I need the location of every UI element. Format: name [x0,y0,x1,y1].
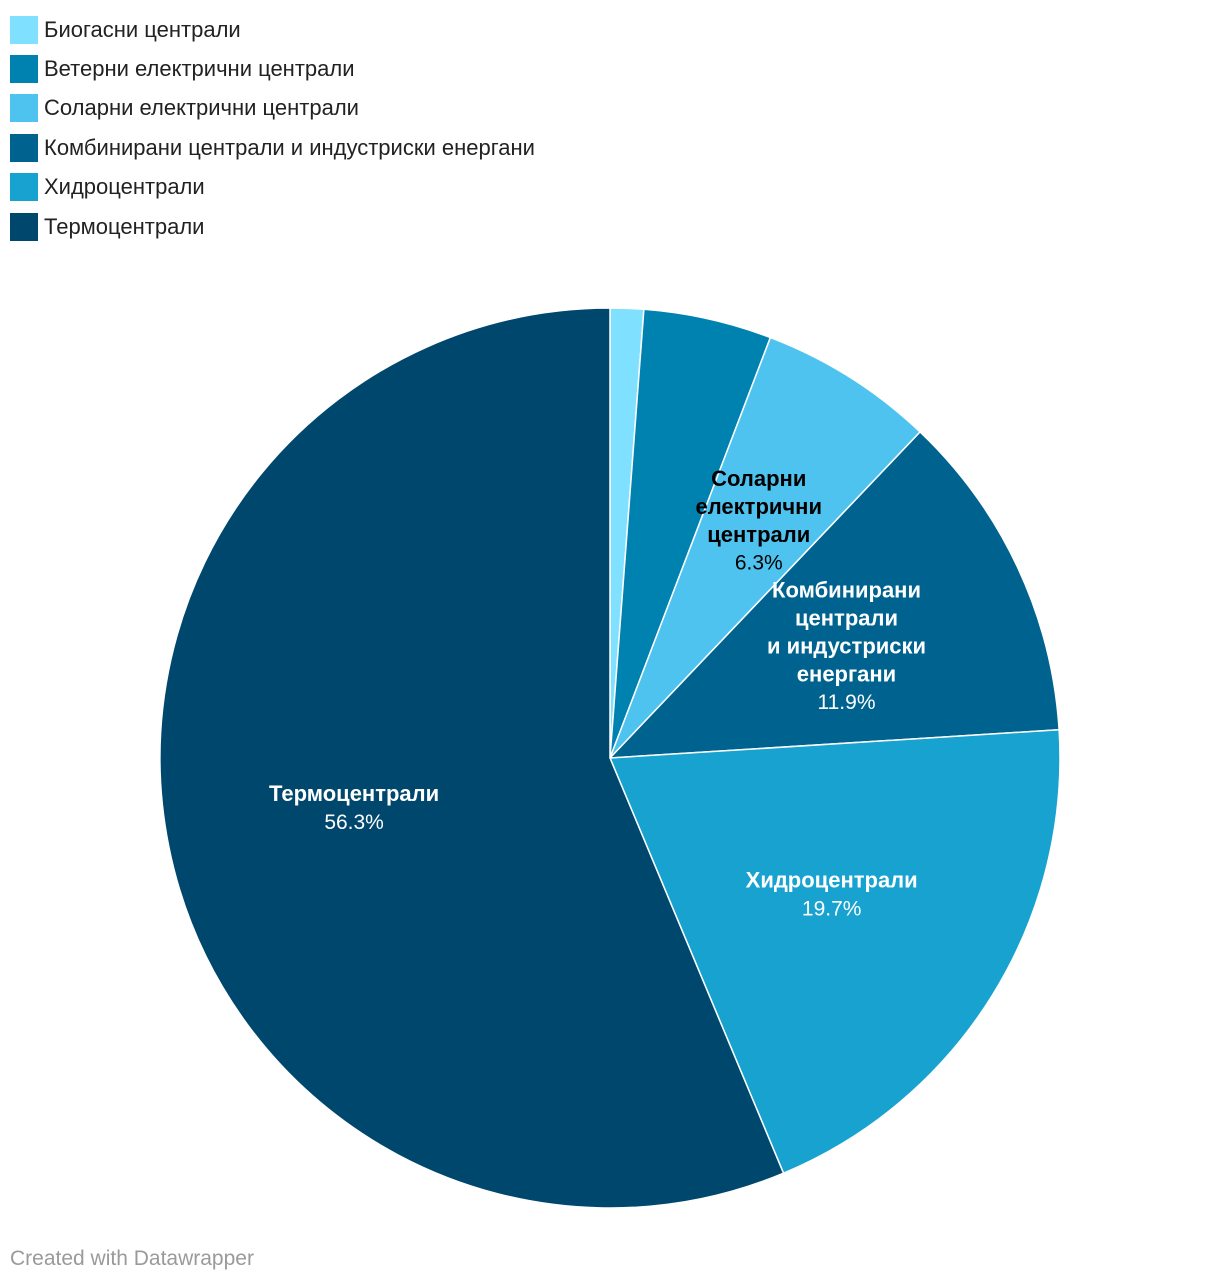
legend-swatch [10,212,38,241]
legend-item: Хидроцентрали [10,168,535,207]
legend-item: Комбинирани централи и индустриски енерг… [10,128,535,167]
legend-item: Соларни електрични централи [10,89,535,128]
datawrapper-credit: Created with Datawrapper [10,1247,254,1270]
pie-slice [609,336,921,759]
pie-chart: Соларни електрични централи 6.3%Комбинирани… [159,307,1061,1209]
slice-label: и индустриски [767,633,926,658]
slice-label: енергани [797,661,896,686]
pie-slices [159,307,1061,1209]
slice-label: електрични [696,494,823,519]
legend-item: Термоцентрали [10,207,535,246]
slice-label: Хидроцентрали [746,868,918,893]
legend-label: Соларни електрични централи [44,95,359,121]
legend-swatch [10,94,38,123]
slice-value-label: 6.3% [735,552,783,575]
legend-label: Комбинирани централи и индустриски енерг… [44,134,535,160]
slice-value-label: 56.3% [324,811,384,834]
slice-label: Комбинирани [772,577,921,602]
slice-value-label: 11.9% [818,691,876,714]
legend-label: Биогасни централи [44,16,241,42]
legend-swatch [10,55,38,84]
slice-label: Соларни [711,466,806,491]
legend-swatch [10,173,38,202]
slice-label: Термоцентрали [269,781,439,806]
pie-slice [609,728,1061,1174]
pie-slice [609,431,1060,759]
legend-swatch [10,133,38,162]
legend-swatch [10,15,38,44]
pie-slice [159,307,785,1209]
slice-label: централи [795,605,898,630]
legend-item: Ветерни електрични централи [10,49,535,88]
legend-label: Термоцентрали [44,213,205,239]
legend-item: Биогасни централи [10,10,535,49]
chart-legend: Биогасни централи Ветерни електрични цент… [10,10,535,246]
legend-label: Хидроцентрали [44,174,205,200]
pie-labels: Соларни електрични централи 6.3%Комбинирани… [269,466,926,921]
slice-label: централи [707,522,810,547]
legend-label: Ветерни електрични централи [44,56,355,82]
slice-value-label: 19.7% [802,897,862,920]
